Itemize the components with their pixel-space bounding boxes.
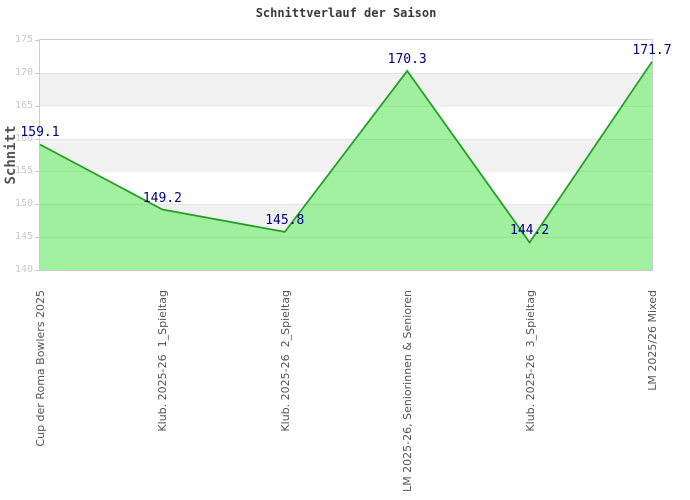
data-label: 144.2 xyxy=(510,223,550,239)
y-tick-mark xyxy=(35,40,39,41)
x-category-label: LM 2025-26, Seniorinnen & Senioren xyxy=(401,290,415,492)
y-tick-mark xyxy=(35,270,39,271)
y-tick-mark xyxy=(35,105,39,107)
band xyxy=(40,40,652,73)
gridline xyxy=(40,237,652,239)
y-tick-label: 145 xyxy=(14,231,33,243)
y-tick-label: 175 xyxy=(14,34,33,45)
x-category-label: Klub. 2025-26 1_Spieltag xyxy=(156,290,170,432)
y-tick-label: 160 xyxy=(14,132,33,144)
gridline xyxy=(40,72,652,74)
chart-title: Schnittverlauf der Saison xyxy=(255,6,437,20)
y-tick-mark xyxy=(35,204,39,206)
data-label: 159.1 xyxy=(20,125,60,141)
area-fill xyxy=(40,61,652,271)
y-tick-label: 140 xyxy=(14,264,33,275)
x-category-label: Klub. 2025-26 3_Spieltag xyxy=(523,290,537,432)
data-label: 170.3 xyxy=(387,51,427,67)
data-label: 171.7 xyxy=(632,42,672,58)
plot-area xyxy=(39,39,653,271)
y-tick-mark xyxy=(35,138,39,140)
y-tick-label: 165 xyxy=(14,99,33,111)
x-category-label: Klub. 2025-26 2_Spieltag xyxy=(278,290,292,432)
band xyxy=(40,105,652,139)
y-tick-label: 170 xyxy=(14,66,33,78)
area-series xyxy=(39,61,653,271)
y-tick-mark xyxy=(35,171,39,173)
data-label: 149.2 xyxy=(142,190,182,206)
band xyxy=(40,72,652,106)
y-tick-label: 155 xyxy=(14,165,33,177)
gridline xyxy=(40,204,652,206)
y-tick-mark xyxy=(35,237,39,239)
x-category-label: LM 2025/26 Mixed xyxy=(646,290,659,391)
y-tick-mark xyxy=(35,72,39,74)
series-line xyxy=(39,61,653,244)
gridline xyxy=(40,105,652,107)
y-tick-label: 150 xyxy=(14,198,33,210)
data-label: 145.8 xyxy=(265,212,305,228)
gridline xyxy=(40,171,652,173)
gridline xyxy=(40,138,652,140)
x-category-label: Cup der Roma Bowlers 2025 xyxy=(34,290,47,447)
